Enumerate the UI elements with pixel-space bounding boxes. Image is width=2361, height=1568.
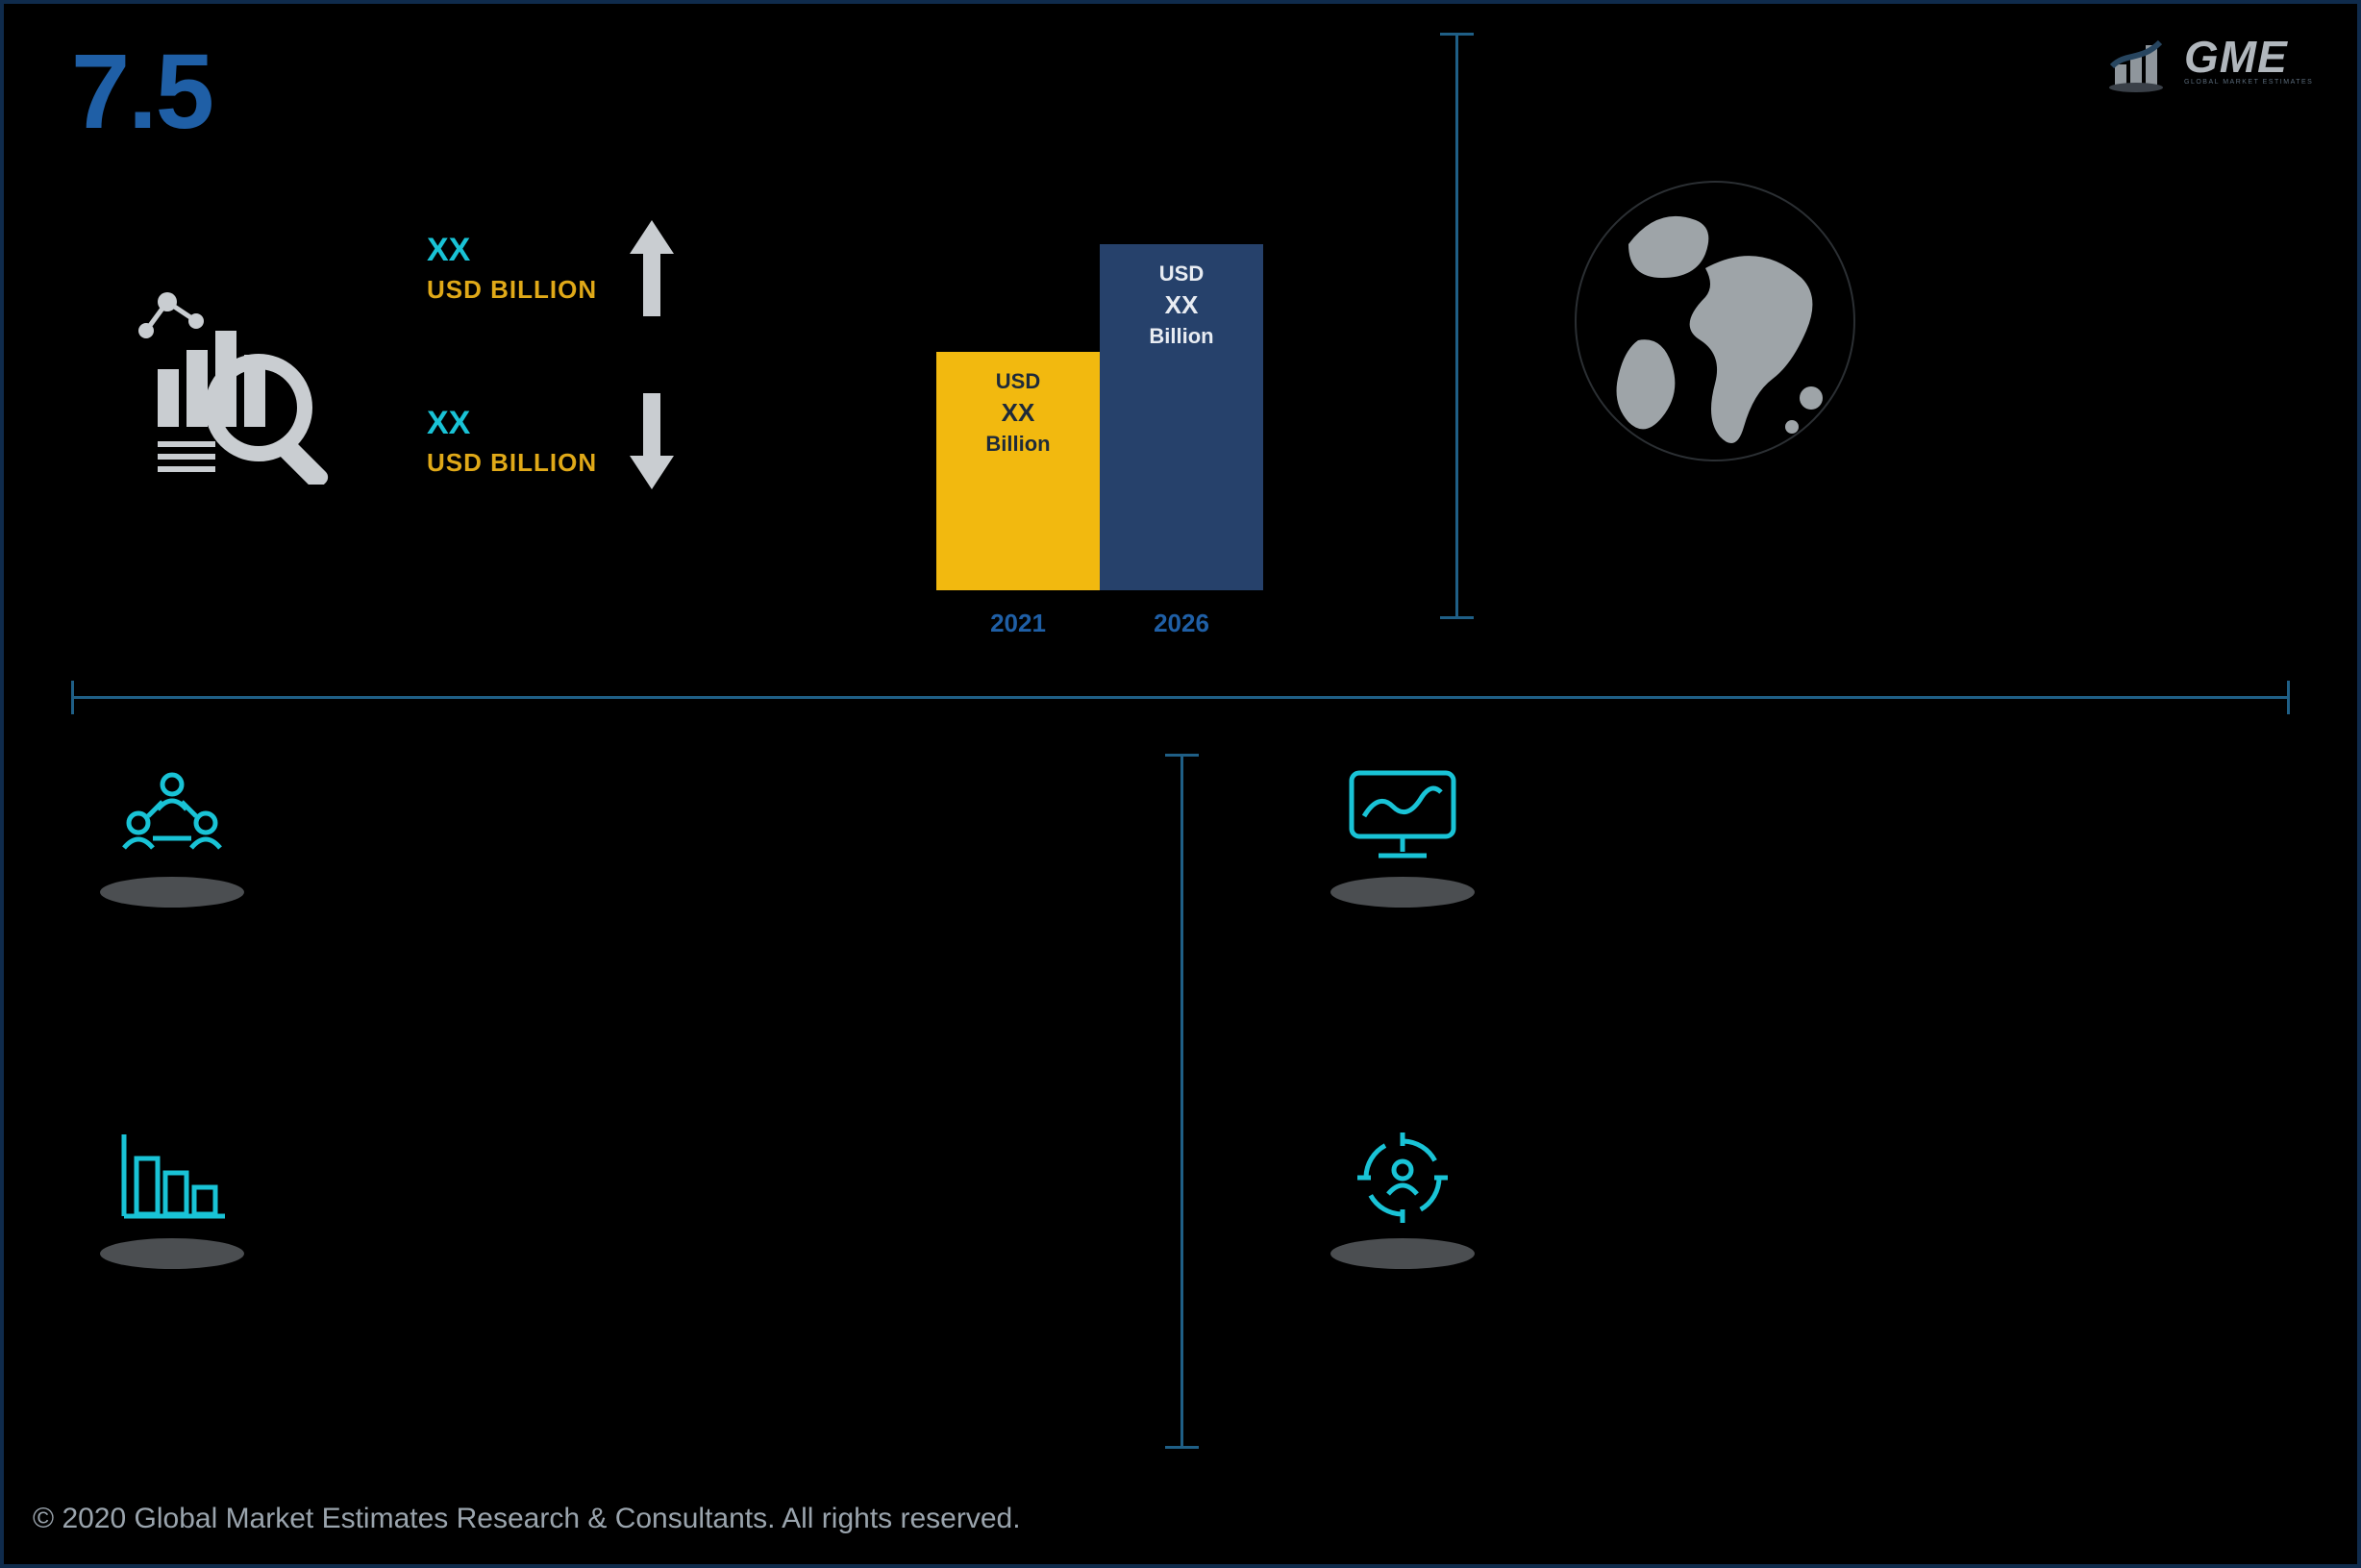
stat-up-label: USD BILLION (427, 275, 597, 305)
bar-chart-icon (110, 1125, 235, 1231)
bottom-section (71, 754, 2290, 1449)
x-axis-labels: 20212026 (936, 609, 1263, 638)
x-label: 2026 (1100, 609, 1263, 638)
icon-shadow (1330, 1238, 1475, 1269)
stat-down-row: XX USD BILLION (427, 388, 792, 494)
bar-currency: USD (1100, 261, 1263, 286)
arrow-up-icon (626, 215, 679, 321)
quad-bottom-right (1225, 1115, 2290, 1449)
mini-bar-chart: USDXXBillionUSDXXBillion 20212026 (898, 167, 1302, 638)
quad-bottom-left (71, 1115, 1136, 1449)
vertical-divider-bottom (1180, 754, 1183, 1449)
gme-logo-icon (2107, 28, 2175, 95)
stat-up-value: XX (427, 232, 597, 269)
monitor-trend-icon (1340, 763, 1465, 869)
icon-shadow (1330, 877, 1475, 908)
stat-down-value: XX (427, 405, 597, 442)
crosshair-user-icon (1340, 1125, 1465, 1231)
bar-2021: USD XX Billion (936, 352, 1100, 590)
globe-icon (1571, 177, 1859, 465)
bar-group: USDXXBillionUSDXXBillion (936, 206, 1263, 590)
quad-top-left (71, 754, 1136, 1087)
horizontal-divider (71, 696, 2290, 699)
gme-logo: GME GLOBAL MARKET ESTIMATES (2107, 13, 2328, 110)
arrow-down-icon (626, 388, 679, 494)
bar-unit: Billion (1100, 324, 1263, 349)
logo-subtext: GLOBAL MARKET ESTIMATES (2184, 79, 2313, 86)
bar-unit: Billion (936, 432, 1100, 457)
infographic-frame: 7.5 GME GLOBAL MARKET ESTIMATES (0, 0, 2361, 1568)
people-network-icon (110, 763, 235, 869)
x-label: 2021 (936, 609, 1100, 638)
stat-down-label: USD BILLION (427, 448, 597, 478)
copyright-text: © 2020 Global Market Estimates Research … (33, 1503, 1021, 1535)
icon-shadow (100, 877, 244, 908)
quad-top-right (1225, 754, 2290, 1087)
logo-text: GME (2184, 37, 2313, 77)
stat-block: XX USD BILLION XX USD BILLION (427, 215, 792, 561)
bar-value: XX (1100, 290, 1263, 320)
bar-2026: USD XX Billion (1100, 244, 1263, 590)
bar-value: XX (936, 398, 1100, 428)
bar-currency: USD (936, 369, 1100, 394)
vertical-divider-top (1455, 33, 1458, 619)
stat-up-row: XX USD BILLION (427, 215, 792, 321)
top-section: XX USD BILLION XX USD BILLION USD XX Billi… (71, 148, 2290, 638)
headline-number: 7.5 (71, 31, 212, 153)
analytics-search-icon (129, 263, 350, 485)
icon-shadow (100, 1238, 244, 1269)
